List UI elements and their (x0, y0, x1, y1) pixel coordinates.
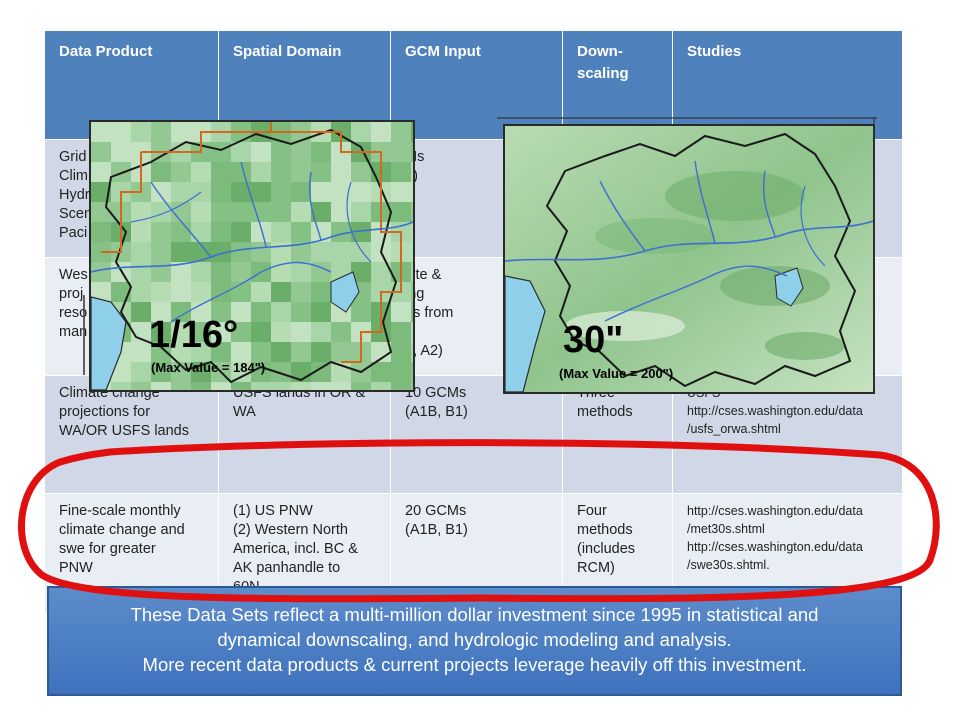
map-resolution-label: 30" (563, 319, 624, 361)
map-max-value-label: (Max Value = 184") (151, 360, 266, 375)
header-studies: Studies (672, 30, 903, 140)
cell-line: Grid (59, 149, 87, 165)
banner-line-1: These Data Sets reflect a multi-million … (130, 604, 819, 625)
map-sixteenth-degree-graphic (91, 122, 413, 390)
cell-line: methods (577, 404, 633, 420)
cell-line: Paci (59, 225, 88, 241)
cell-line: Clim (59, 168, 88, 184)
map-max-value-label: (Max Value = 200") (559, 366, 674, 381)
cell-line: WA (233, 404, 256, 420)
map-thirty-arcsecond: 30" (Max Value = 200") (503, 124, 875, 394)
banner-line-2: dynamical downscaling, and hydrologic mo… (217, 629, 732, 650)
cell-line: Wes (59, 267, 88, 283)
cell-line: man (59, 324, 88, 340)
map-sixteenth-degree: 1/16° (Max Value = 184") (89, 120, 415, 392)
summary-banner: These Data Sets reflect a multi-million … (47, 586, 902, 696)
cell-line: reso (59, 305, 88, 321)
cell-line: 10 GCMs (405, 385, 467, 401)
cell-line: ps from (405, 305, 454, 321)
banner-line-3: More recent data products & current proj… (142, 654, 807, 675)
map-resolution-label: 1/16° (149, 314, 239, 356)
cell-line: /usfs_orwa.shtml (687, 422, 781, 436)
cell-line: proj (59, 286, 84, 302)
cell-line: Hydr (59, 187, 90, 203)
map-thirty-arcsecond-graphic (505, 126, 873, 392)
header-downscaling: Down-scaling (562, 30, 673, 140)
cell-line: http://cses.washington.edu/data (687, 404, 863, 418)
cell-line: Scen (59, 206, 93, 222)
cell-line: projections for (59, 404, 151, 420)
cell-line: WA/OR USFS lands (59, 423, 189, 439)
header-gcm-input: GCM Input (390, 30, 563, 140)
table-header-row: Data Product Spatial Domain GCM Input Do… (44, 30, 903, 140)
cell-line: (A1B, B1) (405, 404, 468, 420)
